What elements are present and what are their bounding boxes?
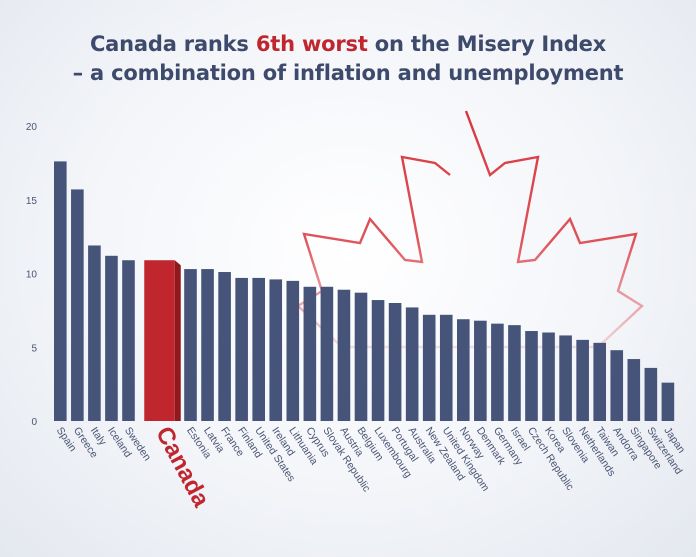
bar xyxy=(303,286,317,421)
bar xyxy=(201,269,214,421)
title-line-2: – a combination of inflation and unemplo… xyxy=(72,61,624,85)
bar xyxy=(105,255,118,421)
bar-canada xyxy=(144,260,175,421)
bar xyxy=(71,189,84,421)
bar xyxy=(337,289,351,421)
y-tick-label: 10 xyxy=(26,270,38,281)
y-tick-label: 15 xyxy=(26,196,38,207)
bar xyxy=(525,331,538,421)
bar xyxy=(439,314,453,421)
bar xyxy=(644,367,658,421)
bar xyxy=(88,245,101,421)
bar xyxy=(627,359,641,421)
bar xyxy=(122,260,135,421)
title-text-end: on the Misery Index xyxy=(367,32,607,56)
bar xyxy=(252,277,265,421)
bar xyxy=(661,382,675,421)
bar xyxy=(320,286,334,421)
bar xyxy=(593,342,606,421)
title-line-1: Canada ranks 6th worst on the Misery Ind… xyxy=(0,30,696,59)
title-highlight: 6th worst xyxy=(255,32,368,56)
bar xyxy=(269,279,283,421)
bar xyxy=(354,292,368,421)
bar xyxy=(422,314,436,421)
bar xyxy=(54,161,67,421)
bar xyxy=(388,303,402,421)
bar xyxy=(286,280,300,422)
bar xyxy=(184,269,197,421)
bar xyxy=(218,272,231,421)
y-tick-label: 5 xyxy=(31,343,37,354)
bar xyxy=(610,350,624,421)
title-text-start: Canada ranks xyxy=(89,32,256,56)
bar xyxy=(474,320,487,421)
bar xyxy=(576,339,589,422)
bar xyxy=(235,277,248,421)
y-tick-label: 20 xyxy=(26,122,38,133)
bar xyxy=(457,319,470,421)
bar xyxy=(508,325,521,422)
bar xyxy=(559,335,572,421)
chart-title: Canada ranks 6th worst on the Misery Ind… xyxy=(0,30,696,88)
y-tick-label: 0 xyxy=(31,417,37,428)
bar xyxy=(371,300,385,421)
canada-bar-side xyxy=(174,260,181,421)
bar xyxy=(405,307,419,421)
bar xyxy=(542,332,555,421)
bar xyxy=(491,323,504,421)
